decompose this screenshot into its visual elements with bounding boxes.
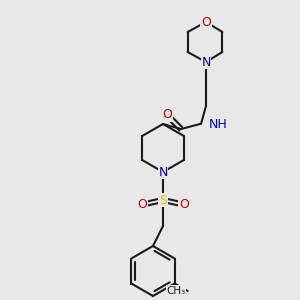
Text: N: N (201, 56, 211, 68)
Text: O: O (179, 197, 189, 211)
Text: NH: NH (209, 118, 228, 130)
Text: S: S (159, 194, 167, 206)
Text: O: O (201, 16, 211, 28)
Text: CH₃: CH₃ (167, 286, 186, 296)
Text: O: O (162, 109, 172, 122)
Text: O: O (137, 197, 147, 211)
Text: N: N (158, 166, 168, 178)
